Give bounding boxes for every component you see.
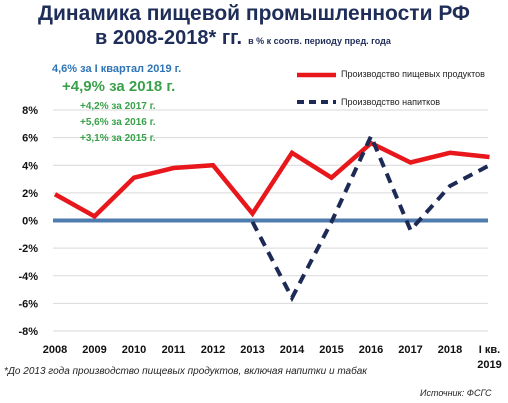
y-tick-label: 8% xyxy=(22,105,38,117)
y-tick-label: -2% xyxy=(18,243,38,255)
footnote: *До 2013 года производство пищевых проду… xyxy=(4,366,368,377)
x-tick-label: 2013 xyxy=(240,344,264,356)
x-tick-label: 2018 xyxy=(438,344,462,356)
source-note: Источник: ФСГС xyxy=(420,388,492,398)
y-tick-label: 4% xyxy=(22,160,38,172)
x-tick-label: 2011 xyxy=(162,344,186,356)
legend-label-drinks: Производство напитков xyxy=(341,97,441,107)
y-tick-label: 0% xyxy=(22,216,38,228)
annotation-2017: +4,2% за 2017 г. xyxy=(80,101,156,112)
y-tick-label: -6% xyxy=(18,298,38,310)
x-tick-label: 2017 xyxy=(398,344,422,356)
x-tick-label: 2012 xyxy=(201,344,225,356)
annotation-q1-2019: 4,6% за I квартал 2019 г. xyxy=(52,63,182,75)
chart-title: Динамика пищевой промышленности РФ xyxy=(38,2,470,25)
x-tick-label: 2014 xyxy=(280,344,305,356)
annotation-2015: +3,1% за 2015 г. xyxy=(80,133,156,144)
series-line-drinks xyxy=(250,131,491,303)
x-tick-label: 2016 xyxy=(359,344,383,356)
x-tick-label: 2008 xyxy=(43,344,67,356)
legend-label-food: Производство пищевых продуктов xyxy=(341,69,485,79)
chart-subtitle: в 2008-2018* гг. в % к соотв. периоду пре… xyxy=(95,27,391,50)
annotation-2016: +5,6% за 2016 г. xyxy=(80,117,156,128)
x-tick-label: 2019 xyxy=(477,359,501,371)
y-tick-label: 6% xyxy=(22,133,38,145)
y-tick-label: 2% xyxy=(22,188,38,200)
annotation-2018: +4,9% за 2018 г. xyxy=(62,78,176,95)
series-line-food xyxy=(53,140,490,220)
title-years: в 2008-2018* гг. xyxy=(95,27,243,49)
y-tick-label: -8% xyxy=(18,326,38,338)
x-tick-label: 2010 xyxy=(122,344,146,356)
x-tick-label: I кв. xyxy=(479,344,500,356)
y-tick-label: -4% xyxy=(18,271,38,283)
x-tick-label: 2015 xyxy=(319,344,343,356)
title-unit-note: в % к соотв. периоду пред. года xyxy=(248,36,391,46)
x-tick-label: 2009 xyxy=(82,344,106,356)
